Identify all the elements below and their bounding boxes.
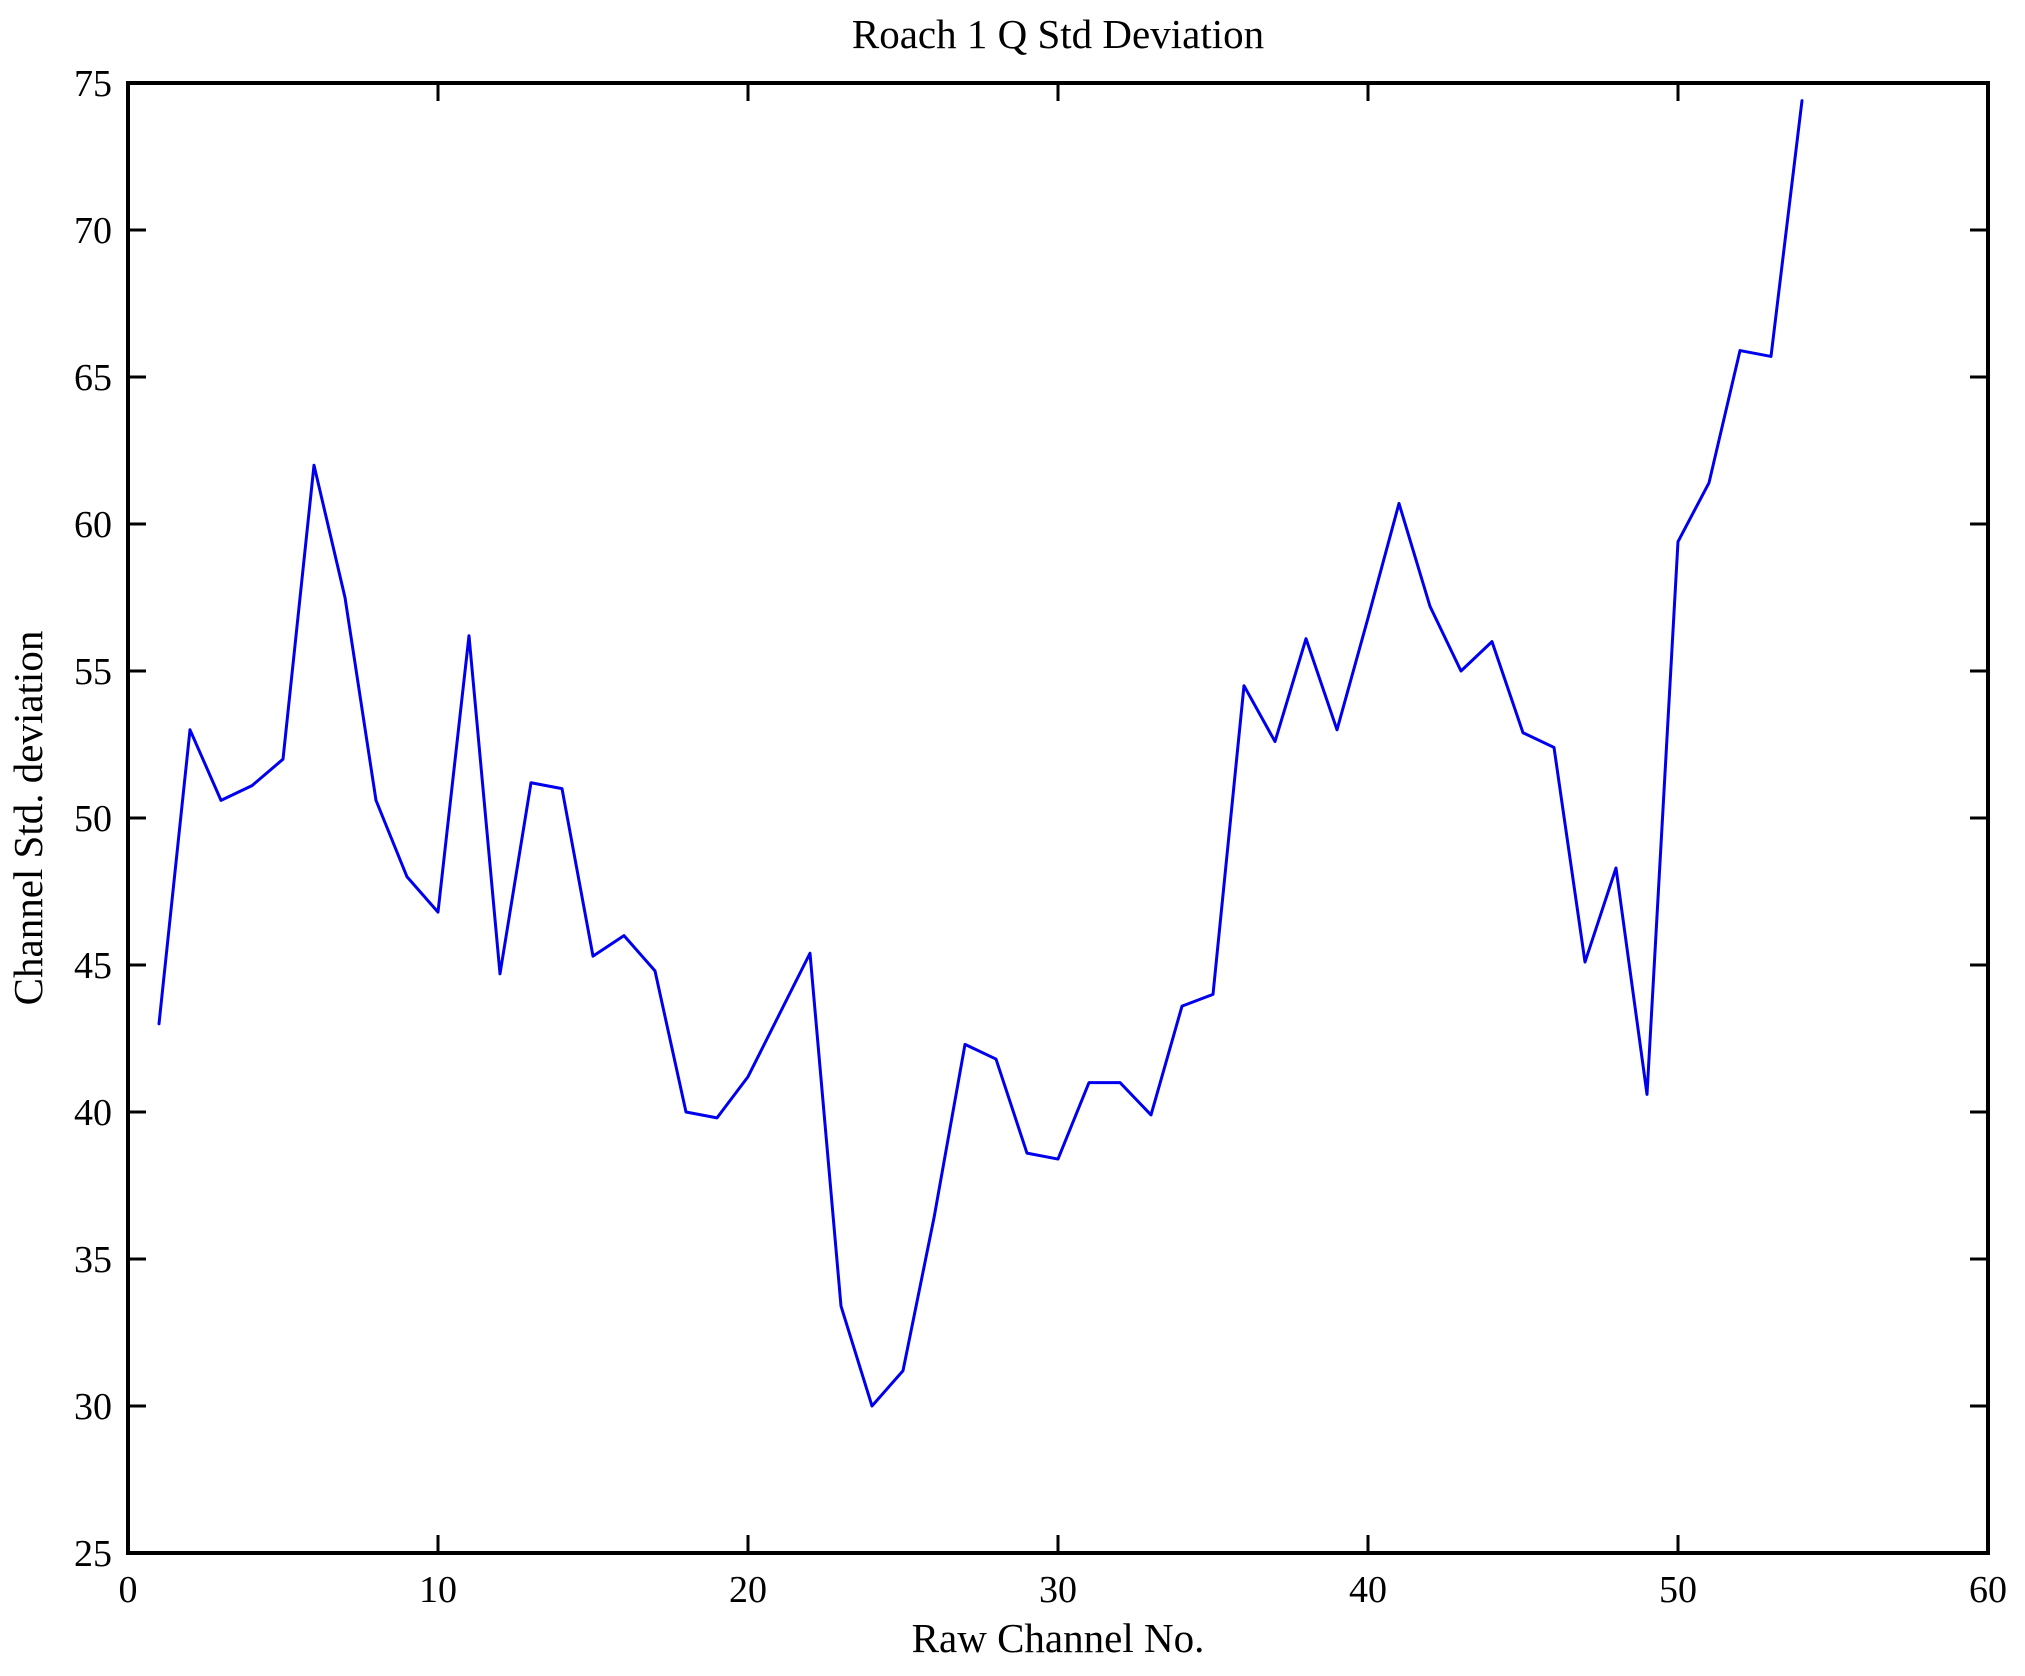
x-tick-label: 0 [119, 1569, 138, 1611]
x-tick-label: 40 [1349, 1569, 1387, 1611]
y-tick-label: 65 [74, 357, 112, 399]
y-tick-label: 60 [74, 504, 112, 546]
y-tick-label: 55 [74, 651, 112, 693]
axes-layer: 0 10 20 30 40 50 60 25 30 35 40 45 50 55 60 65 70 75 [74, 63, 2007, 1611]
x-tick-label: 20 [729, 1569, 767, 1611]
series-layer [157, 99, 1804, 1408]
y-tick-label: 30 [74, 1386, 112, 1428]
y-tick-label: 50 [74, 798, 112, 840]
y-tick-label: 75 [74, 63, 112, 105]
chart-title: Roach 1 Q Std Deviation [852, 11, 1264, 57]
y-tick-label: 45 [74, 945, 112, 987]
y-tick-label: 40 [74, 1092, 112, 1134]
x-tick-label: 50 [1659, 1569, 1697, 1611]
x-tick-label: 60 [1969, 1569, 2007, 1611]
y-tick-label: 25 [74, 1533, 112, 1575]
x-tick-label: 30 [1039, 1569, 1077, 1611]
y-tick-label: 35 [74, 1239, 112, 1281]
x-axis-label: Raw Channel No. [912, 1615, 1205, 1661]
x-tick-label: 10 [419, 1569, 457, 1611]
plot-frame [126, 81, 1990, 1555]
y-tick-label: 70 [74, 210, 112, 252]
data-line-series [157, 99, 1804, 1408]
y-axis-label: Channel Std. deviation [5, 631, 51, 1006]
